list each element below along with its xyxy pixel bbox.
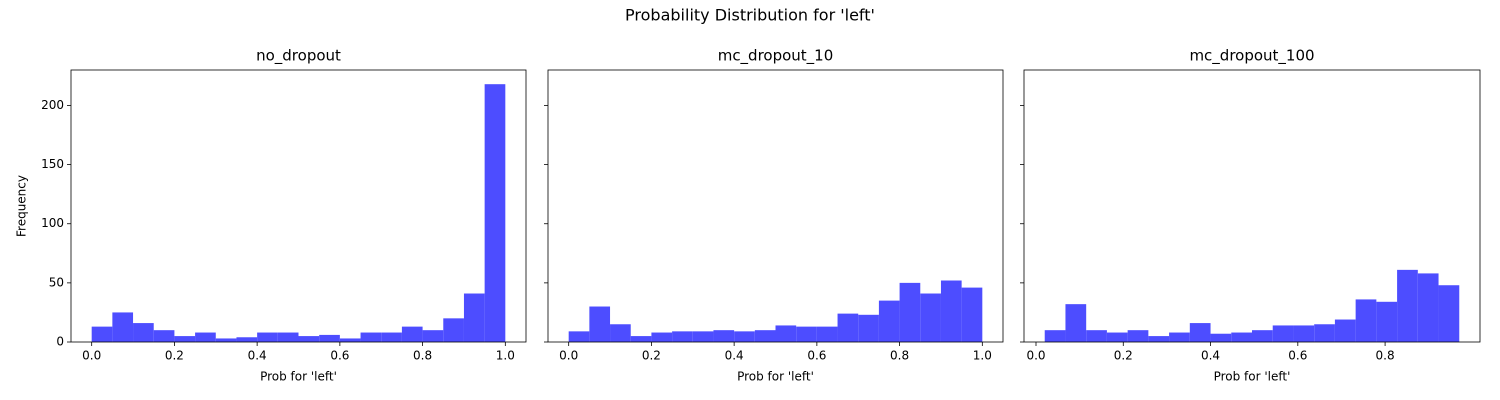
histogram-bar: [1438, 285, 1460, 342]
histogram-bar: [401, 326, 423, 342]
histogram-bar: [920, 293, 941, 342]
y-tick-label: 50: [49, 275, 64, 289]
histogram-bar: [1397, 269, 1418, 342]
histogram-bar: [775, 325, 797, 342]
histogram-bar: [1148, 336, 1170, 342]
histogram-bar: [940, 280, 962, 342]
histogram-bar: [961, 287, 983, 342]
histogram-bar: [319, 334, 340, 342]
histogram-bar: [1189, 323, 1211, 342]
histogram-bar: [153, 330, 175, 342]
histogram-bar: [858, 314, 879, 342]
x-tick-label: 0.0: [1026, 349, 1045, 363]
histogram-bar: [899, 282, 921, 342]
histogram-bar: [630, 336, 652, 342]
x-axis-label: Prob for 'left': [737, 370, 814, 384]
histogram-bar: [672, 331, 693, 342]
x-tick-label: 0.8: [890, 349, 909, 363]
histogram-bar: [1231, 332, 1252, 342]
histogram-bar: [422, 330, 444, 342]
y-tick-label: 0: [56, 335, 64, 349]
x-tick-label: 0.6: [1288, 349, 1307, 363]
axes-title: mc_dropout_10: [718, 47, 834, 66]
axes-frame: [547, 69, 1004, 343]
y-tick-label: 150: [41, 157, 64, 171]
x-tick-label: 0.8: [413, 349, 432, 363]
x-tick-label: 0.6: [807, 349, 826, 363]
histogram-bar: [1169, 332, 1190, 342]
histogram-bar: [484, 84, 506, 342]
histogram-bar: [1106, 332, 1128, 342]
figure-title: Probability Distribution for 'left': [625, 6, 875, 25]
histogram-bar: [277, 332, 299, 342]
x-tick-label: 1.0: [973, 349, 992, 363]
histogram-bar: [1293, 325, 1315, 342]
histogram-bar: [1065, 304, 1087, 342]
axes-title: mc_dropout_100: [1189, 47, 1314, 66]
histogram-bar: [91, 326, 113, 342]
axes-title: no_dropout: [256, 47, 341, 66]
histogram-bar: [1272, 325, 1294, 342]
x-tick-label: 0.2: [165, 349, 184, 363]
histogram-bar: [1210, 333, 1232, 342]
histogram-bar: [878, 300, 900, 342]
x-axis-label: Prob for 'left': [1214, 370, 1291, 384]
histogram-bar: [112, 312, 134, 342]
x-axis-label: Prob for 'left': [260, 370, 337, 384]
histogram-bar: [1086, 330, 1107, 342]
y-tick-label: 100: [41, 216, 64, 230]
histogram-bar: [734, 331, 755, 342]
histogram-bar: [298, 336, 320, 342]
x-tick-label: 1.0: [496, 349, 515, 363]
x-tick-label: 0.2: [1114, 349, 1133, 363]
x-tick-label: 0.8: [1376, 349, 1395, 363]
histogram-bar: [133, 323, 154, 342]
histogram-bar: [754, 330, 776, 342]
histogram-bar: [381, 332, 402, 342]
histogram-bar: [568, 331, 590, 342]
x-tick-label: 0.0: [82, 349, 101, 363]
x-tick-label: 0.4: [1201, 349, 1220, 363]
histogram-bar: [651, 332, 673, 342]
histogram-bar: [195, 332, 216, 342]
axes-frame: [1023, 69, 1481, 343]
histogram-bar: [463, 293, 485, 342]
x-tick-label: 0.0: [559, 349, 578, 363]
histogram-bar: [339, 338, 361, 342]
histogram-bar: [1314, 324, 1335, 342]
histogram-bar: [1376, 301, 1398, 342]
histogram-bar: [816, 326, 838, 342]
histogram-bar: [1417, 273, 1439, 342]
x-tick-label: 0.4: [248, 349, 267, 363]
axes-frame: [70, 69, 527, 343]
y-tick-label: 200: [41, 98, 64, 112]
y-axis-label: Frequency: [15, 175, 29, 237]
histogram-bar: [257, 332, 278, 342]
histogram-bar: [360, 332, 382, 342]
histogram-bar: [174, 336, 196, 342]
x-tick-label: 0.4: [725, 349, 744, 363]
histogram-bar: [1355, 299, 1377, 342]
histogram-bar: [796, 326, 817, 342]
histogram-bar: [1127, 330, 1149, 342]
histogram-bar: [692, 331, 714, 342]
histogram-bar: [1252, 330, 1273, 342]
histogram-bar: [1334, 319, 1356, 342]
histogram-bar: [215, 338, 237, 342]
x-tick-label: 0.2: [642, 349, 661, 363]
histogram-bar: [610, 324, 631, 342]
histogram-bar: [837, 313, 859, 342]
histogram-bar: [443, 318, 464, 342]
histogram-bar: [1044, 330, 1066, 342]
histogram-bar: [589, 306, 611, 342]
histogram-bar: [713, 330, 735, 342]
histogram-bar: [236, 337, 258, 342]
x-tick-label: 0.6: [330, 349, 349, 363]
